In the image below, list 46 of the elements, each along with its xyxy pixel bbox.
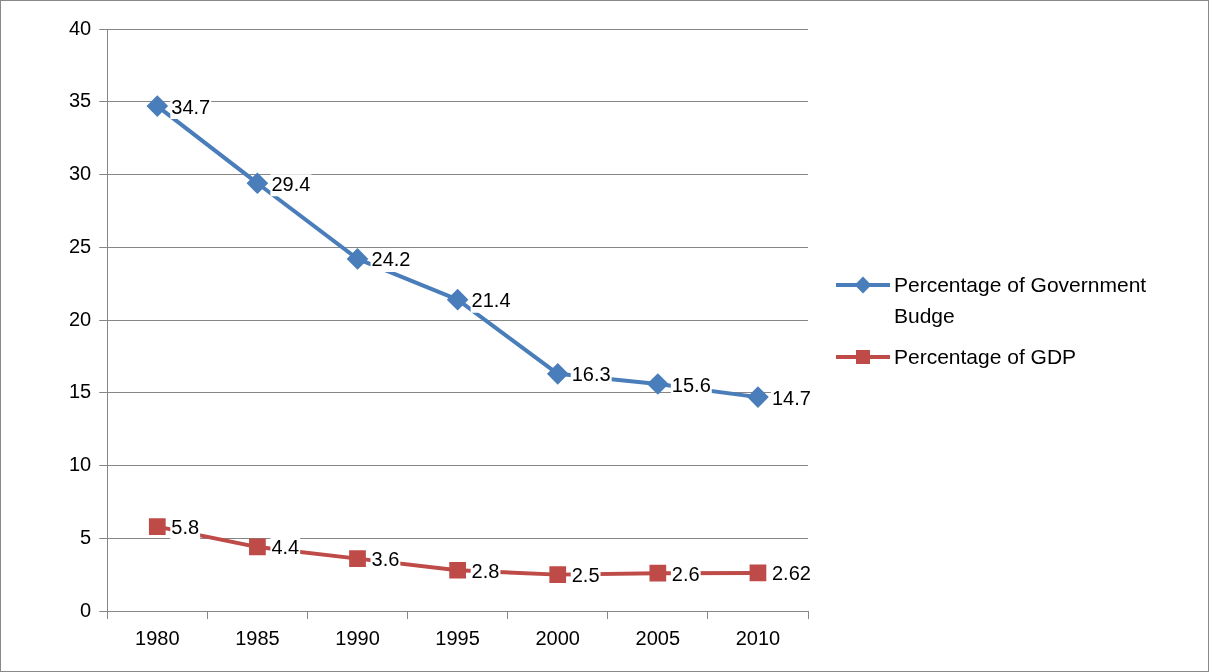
data-label: 21.4 — [471, 289, 511, 312]
point — [647, 374, 668, 395]
legend-label: Percentage of Government Budge — [894, 272, 1148, 329]
data-label: 24.2 — [371, 248, 411, 271]
x-tick-label: 1985 — [235, 626, 280, 649]
data-label: 5.8 — [171, 516, 200, 539]
point — [549, 566, 567, 583]
point — [547, 363, 568, 384]
point — [349, 550, 366, 567]
y-tick-label: 35 — [69, 89, 92, 112]
y-tick-label: 40 — [69, 16, 92, 39]
y-tick-label: 5 — [80, 525, 92, 548]
point — [247, 173, 268, 194]
data-label: 34.7 — [171, 95, 211, 118]
data-label: 16.3 — [571, 363, 611, 386]
x-tick-label: 1990 — [335, 626, 380, 649]
data-label: 2.8 — [471, 559, 500, 582]
data-label: 2.5 — [571, 564, 600, 587]
y-tick-label: 25 — [69, 234, 92, 257]
y-tick-label: 30 — [69, 162, 92, 185]
y-tick-label: 15 — [69, 380, 92, 403]
y-tick-label: 0 — [80, 598, 92, 621]
y-tick-label: 10 — [69, 453, 92, 476]
legend-label: Percentage of GDP — [894, 344, 1077, 370]
data-label: 15.6 — [671, 373, 711, 396]
point — [747, 387, 768, 408]
data-label: 3.6 — [371, 548, 400, 571]
x-tick-label: 1980 — [135, 626, 180, 649]
y-tick-label: 20 — [69, 307, 92, 330]
data-label: 2.6 — [671, 562, 700, 585]
point — [649, 564, 667, 582]
point — [447, 289, 468, 310]
point — [147, 96, 168, 117]
x-tick-label: 2000 — [535, 626, 580, 649]
data-label: 4.4 — [271, 536, 300, 559]
point — [449, 561, 466, 579]
x-tick-label: 2005 — [635, 626, 681, 649]
x-tick-label: 1995 — [435, 626, 480, 649]
x-tick-label: 2010 — [735, 626, 781, 649]
point — [749, 564, 767, 582]
data-label: 14.7 — [771, 386, 811, 409]
point — [249, 538, 266, 556]
point — [347, 248, 368, 269]
point — [148, 518, 166, 535]
data-label: 29.4 — [271, 172, 311, 195]
data-label: 2.62 — [771, 562, 811, 585]
